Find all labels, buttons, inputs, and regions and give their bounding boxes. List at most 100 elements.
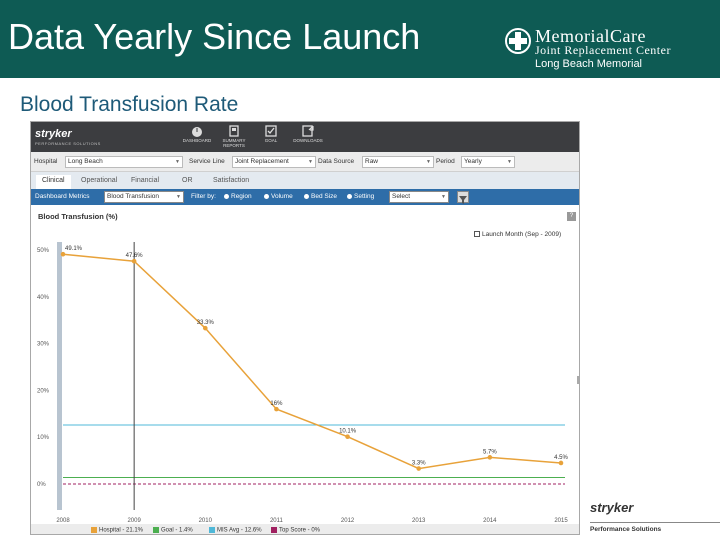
radio-icon (347, 193, 352, 199)
chart-legend: Hospital - 21.1% Goal - 1.4% MIS Avg - 1… (31, 524, 579, 534)
checkbox-icon (474, 231, 480, 238)
logo-location: Long Beach Memorial (535, 58, 643, 70)
dashboard-screenshot: stryker PERFORMANCE SOLUTIONS DASHBOARD … (30, 121, 580, 535)
logo-subtitle: Joint Replacement Center (535, 43, 671, 57)
filter-bed-size-label: Bed Size (311, 193, 338, 200)
data-label: 49.1% (65, 246, 83, 252)
data-label: 5.7% (483, 449, 497, 455)
data-label: 10.1% (339, 429, 357, 435)
filter-region[interactable]: Region (224, 193, 252, 200)
chevron-down-icon: ▼ (176, 194, 181, 200)
data-point (345, 434, 350, 440)
legend-swatch (91, 527, 97, 533)
legend-top-score: Top Score - 0% (271, 527, 320, 534)
data-label: 33.3% (197, 320, 215, 326)
app-brand-sub: PERFORMANCE SOLUTIONS (35, 141, 101, 146)
data-point (131, 258, 137, 264)
y-tick-label: 0% (37, 482, 46, 488)
legend-goal: Goal - 1.4% (153, 527, 193, 534)
filter-region-label: Region (231, 193, 252, 200)
filter-setting-label: Setting (354, 193, 375, 200)
slide-title: Data Yearly Since Launch (8, 16, 421, 57)
hospital-value: Long Beach (68, 158, 103, 165)
tab-satisfaction[interactable]: Satisfaction (213, 177, 250, 184)
radio-icon (304, 193, 309, 199)
legend-top-label: Top Score - 0% (279, 527, 321, 534)
nav-dashboard[interactable]: DASHBOARD (177, 125, 217, 143)
chevron-down-icon: ▼ (175, 159, 180, 165)
title-banner: Data Yearly Since Launch MemorialCare Jo… (0, 0, 720, 78)
chart-scroll-track (57, 242, 62, 510)
y-tick-label: 30% (37, 342, 50, 348)
footer-sub: Performance Solutions (590, 526, 662, 533)
tab-operational[interactable]: Operational (81, 177, 118, 184)
x-tick-label: 2014 (483, 518, 497, 522)
x-tick-label: 2008 (56, 518, 70, 522)
filter-select-value: Select (392, 193, 411, 200)
data-source-value: Raw (365, 158, 379, 165)
hospital-series-line (62, 253, 562, 470)
help-icon[interactable]: ? (567, 212, 576, 221)
data-point (487, 455, 493, 460)
period-label: Period (436, 158, 455, 165)
data-source-select[interactable]: Raw ▼ (362, 156, 434, 168)
service-line-select[interactable]: Joint Replacement ▼ (232, 156, 316, 168)
tab-financial[interactable]: Financial (131, 177, 160, 184)
filter-volume[interactable]: Volume (264, 193, 293, 200)
nav-dashboard-label: DASHBOARD (182, 138, 212, 143)
nav-downloads[interactable]: DOWNLOADS (288, 125, 328, 143)
y-tick-label: 40% (37, 295, 50, 301)
x-tick-label: 2009 (127, 518, 141, 522)
chart-title: Blood Transfusion (%) (38, 212, 118, 221)
data-point (60, 251, 66, 257)
legend-hospital-label: Hospital - 21.1% (99, 527, 144, 534)
data-point (202, 325, 208, 331)
data-point (558, 460, 564, 466)
metric-value: Blood Transfusion (107, 193, 160, 200)
filter-bed-size[interactable]: Bed Size (304, 193, 337, 200)
legend-hospital: Hospital - 21.1% (91, 527, 143, 534)
period-select[interactable]: Yearly ▼ (461, 156, 515, 168)
filter-by-label: Filter by: (191, 193, 216, 200)
x-tick-label: 2011 (270, 518, 284, 522)
x-tick-label: 2015 (554, 518, 568, 522)
checkbox-icon (265, 125, 277, 137)
slide-subtitle: Blood Transfusion Rate (20, 93, 239, 116)
scroll-handle[interactable] (577, 376, 579, 384)
tab-or[interactable]: OR (182, 177, 193, 184)
filter-select[interactable]: Select ▼ (389, 191, 449, 203)
data-point (416, 466, 422, 471)
launch-month-legend[interactable]: Launch Month (Sep - 2009) (474, 231, 561, 238)
hospital-label: Hospital (34, 158, 58, 165)
filter-setting[interactable]: Setting (347, 193, 374, 200)
hospital-select[interactable]: Long Beach ▼ (65, 156, 183, 168)
x-tick-label: 2010 (199, 518, 213, 522)
period-value: Yearly (464, 158, 482, 165)
footer-divider (590, 522, 720, 523)
metric-label: Dashboard Metrics (35, 193, 90, 200)
filter-volume-label: Volume (271, 193, 293, 200)
funnel-filter-button[interactable] (457, 191, 469, 204)
metric-select[interactable]: Blood Transfusion ▼ (104, 191, 184, 203)
legend-swatch (153, 527, 159, 533)
app-header: stryker PERFORMANCE SOLUTIONS DASHBOARD … (31, 122, 579, 152)
funnel-icon (459, 196, 467, 204)
legend-swatch (271, 527, 277, 533)
app-brand: stryker (35, 128, 72, 140)
category-tabs: Clinical Operational Financial OR Satisf… (31, 172, 579, 189)
data-label: 4.5% (554, 455, 568, 461)
data-label: 16% (270, 401, 283, 407)
service-line-label: Service Line (189, 158, 225, 165)
chevron-down-icon: ▼ (441, 194, 446, 200)
x-tick-label: 2013 (412, 518, 426, 522)
nav-goal[interactable]: GOAL (251, 125, 291, 143)
x-tick-label: 2012 (341, 518, 355, 522)
legend-mis-avg: MIS Avg - 12.6% (209, 527, 262, 534)
nav-summary-reports[interactable]: SUMMARY REPORTS (214, 125, 254, 148)
filter-bar: Hospital Long Beach ▼ Service Line Joint … (31, 152, 579, 172)
tab-clinical[interactable]: Clinical (36, 175, 71, 189)
data-source-label: Data Source (318, 158, 355, 165)
stryker-footer-logo: stryker Performance Solutions (590, 498, 720, 538)
chevron-down-icon: ▼ (507, 159, 512, 165)
line-chart: 0% 10% 20% 30% 40% 50% 2008 2009 2010 2011 2012 201… (37, 242, 568, 522)
